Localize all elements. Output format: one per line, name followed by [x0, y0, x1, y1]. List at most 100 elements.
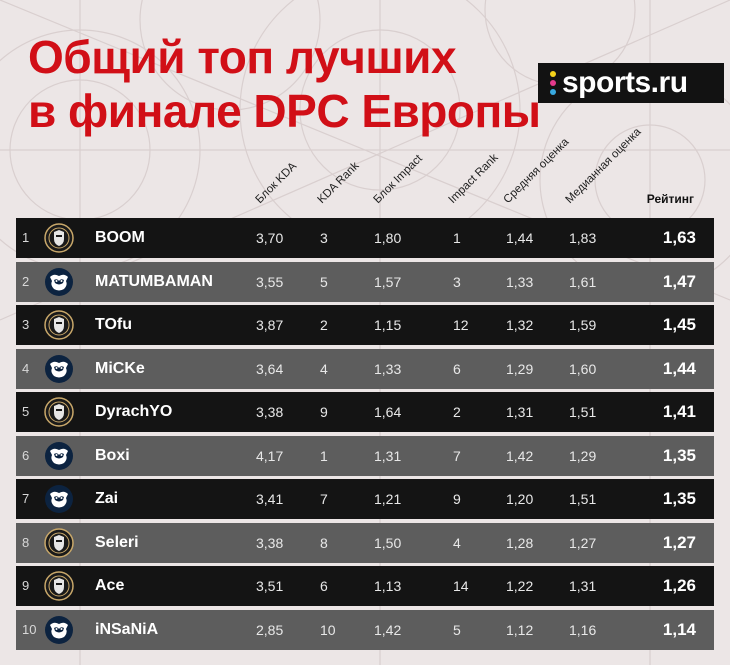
- kda-value: 3,41: [256, 491, 284, 507]
- median-score-value: 1,16: [569, 621, 597, 638]
- kda-value: 4,17: [256, 447, 284, 464]
- impact-value: 1,80: [374, 230, 402, 246]
- kda-value: 3,38: [256, 404, 284, 420]
- row-rank: 4: [22, 360, 30, 376]
- kda-rank-value: 4: [320, 360, 328, 377]
- median-score-value: 1,29: [569, 447, 597, 464]
- gaimin-gladiators-logo-icon: [44, 223, 74, 253]
- impact-rank-value: 9: [453, 491, 461, 507]
- kda-rank-value: 8: [320, 534, 328, 551]
- kda-value: 3,87: [256, 317, 284, 333]
- impact-rank-value: 3: [453, 273, 461, 290]
- kda-rank-value: 6: [320, 578, 328, 594]
- impact-value: 1,15: [374, 317, 402, 333]
- team-liquid-logo-icon: [44, 267, 74, 297]
- impact-rank-value: 4: [453, 534, 461, 551]
- logo-text: sports.ru: [562, 66, 688, 99]
- impact-value: 1,31: [374, 447, 402, 464]
- gaimin-gladiators-logo-icon: [44, 527, 74, 558]
- player-name: BOOM: [95, 229, 145, 246]
- row-rank: 6: [22, 447, 30, 463]
- rating-value: 1,47: [662, 271, 696, 291]
- header-rating: Рейтинг: [646, 192, 694, 206]
- header-impact-rank: Impact Rank: [446, 151, 501, 206]
- team-liquid-logo-icon: [44, 484, 74, 514]
- median-score-value: 1,31: [569, 578, 597, 594]
- player-name: MATUMBAMAN: [95, 272, 213, 290]
- rating-value: 1,63: [662, 228, 696, 247]
- header-avg: Средняя оценка: [501, 136, 572, 206]
- table-header: Блок KDA KDA Rank Блок Impact Impact Ran…: [0, 126, 730, 212]
- kda-value: 3,55: [256, 273, 284, 290]
- impact-value: 1,64: [374, 404, 402, 420]
- kda-value: 3,64: [256, 360, 284, 377]
- kda-value: 3,70: [256, 230, 284, 246]
- sports-ru-logo: sports.ru: [538, 63, 724, 103]
- row-rank: 10: [22, 621, 37, 637]
- header-kda-rank: KDA Rank: [315, 159, 362, 206]
- logo-dot-blue: [550, 89, 556, 95]
- impact-value: 1,57: [374, 273, 402, 290]
- team-liquid-logo-icon: [44, 354, 74, 384]
- row-rank: 5: [22, 404, 30, 419]
- gaimin-gladiators-logo-icon: [44, 397, 74, 427]
- avg-score-value: 1,12: [506, 621, 534, 638]
- table-row-2: 2 MATUMBAMAN 3,55 5 1,57 3 1,33 1,61 1,4…: [16, 261, 714, 302]
- title-line-2: в финале DPC Европы: [28, 85, 541, 137]
- table-row-1: 1 BOOM 3,70 3 1,80 1 1,44 1,83 1,63: [16, 218, 714, 258]
- kda-value: 3,38: [256, 534, 284, 551]
- rating-value: 1,41: [662, 402, 696, 421]
- median-score-value: 1,51: [569, 404, 597, 420]
- avg-score-value: 1,28: [506, 534, 534, 551]
- table-row-5: 5 DyrachYO 3,38 9 1,64 2 1,31 1,51 1,41: [16, 392, 714, 432]
- players-table: 1 BOOM 3,70 3 1,80 1 1,44 1,83 1,63 2 MA…: [16, 218, 714, 653]
- player-name: iNSaNiA: [95, 620, 159, 638]
- median-score-value: 1,51: [569, 491, 597, 507]
- impact-rank-value: 5: [453, 621, 461, 638]
- logo-dot-yellow: [550, 71, 556, 77]
- rating-value: 1,45: [662, 315, 696, 334]
- table-row-3: 3 TOfu 3,87 2 1,15 12 1,32 1,59 1,45: [16, 305, 714, 345]
- kda-rank-value: 5: [320, 273, 328, 290]
- avg-score-value: 1,22: [506, 578, 534, 594]
- impact-rank-value: 7: [453, 447, 461, 464]
- avg-score-value: 1,32: [506, 317, 534, 333]
- row-rank: 3: [22, 317, 30, 332]
- rating-value: 1,35: [662, 445, 696, 465]
- header-impact: Блок Impact: [371, 152, 425, 206]
- gaimin-gladiators-logo-icon: [44, 571, 74, 601]
- kda-rank-value: 1: [320, 447, 328, 464]
- impact-value: 1,13: [374, 578, 402, 594]
- table-row-4: 4 MiCKe 3,64 4 1,33 6 1,29 1,60 1,44: [16, 348, 714, 389]
- player-name: Ace: [95, 577, 125, 594]
- row-rank: 2: [22, 273, 30, 289]
- player-name: Zai: [95, 490, 119, 507]
- player-name: MiCKe: [95, 359, 145, 377]
- impact-rank-value: 1: [453, 230, 461, 246]
- logo-dot-pink: [550, 80, 556, 86]
- rating-value: 1,14: [662, 619, 696, 639]
- table-row-10: 10 iNSaNiA 2,85 10 1,42 5 1,12 1,16 1,14: [16, 609, 714, 650]
- impact-value: 1,50: [374, 534, 402, 551]
- kda-rank-value: 7: [320, 491, 328, 507]
- kda-rank-value: 9: [320, 404, 328, 420]
- player-name: TOfu: [95, 316, 133, 333]
- impact-rank-value: 12: [453, 317, 469, 333]
- impact-rank-value: 6: [453, 360, 461, 377]
- player-name: Boxi: [95, 446, 130, 464]
- rating-value: 1,27: [662, 532, 696, 552]
- impact-value: 1,33: [374, 360, 402, 377]
- avg-score-value: 1,31: [506, 404, 534, 420]
- player-name: DyrachYO: [95, 403, 173, 420]
- logo-dots-icon: [550, 71, 556, 95]
- avg-score-value: 1,44: [506, 230, 534, 246]
- median-score-value: 1,60: [569, 360, 597, 377]
- row-rank: 1: [22, 230, 30, 245]
- median-score-value: 1,61: [569, 273, 597, 290]
- table-row-9: 9 Ace 3,51 6 1,13 14 1,22 1,31 1,26: [16, 566, 714, 606]
- impact-value: 1,21: [374, 491, 402, 507]
- header-kda: Блок KDA: [253, 160, 300, 206]
- median-score-value: 1,83: [569, 230, 597, 246]
- table-row-8: 8 Seleri 3,38 8 1,50 4 1,28 1,27 1,27: [16, 522, 714, 563]
- gaimin-gladiators-logo-icon: [44, 310, 74, 340]
